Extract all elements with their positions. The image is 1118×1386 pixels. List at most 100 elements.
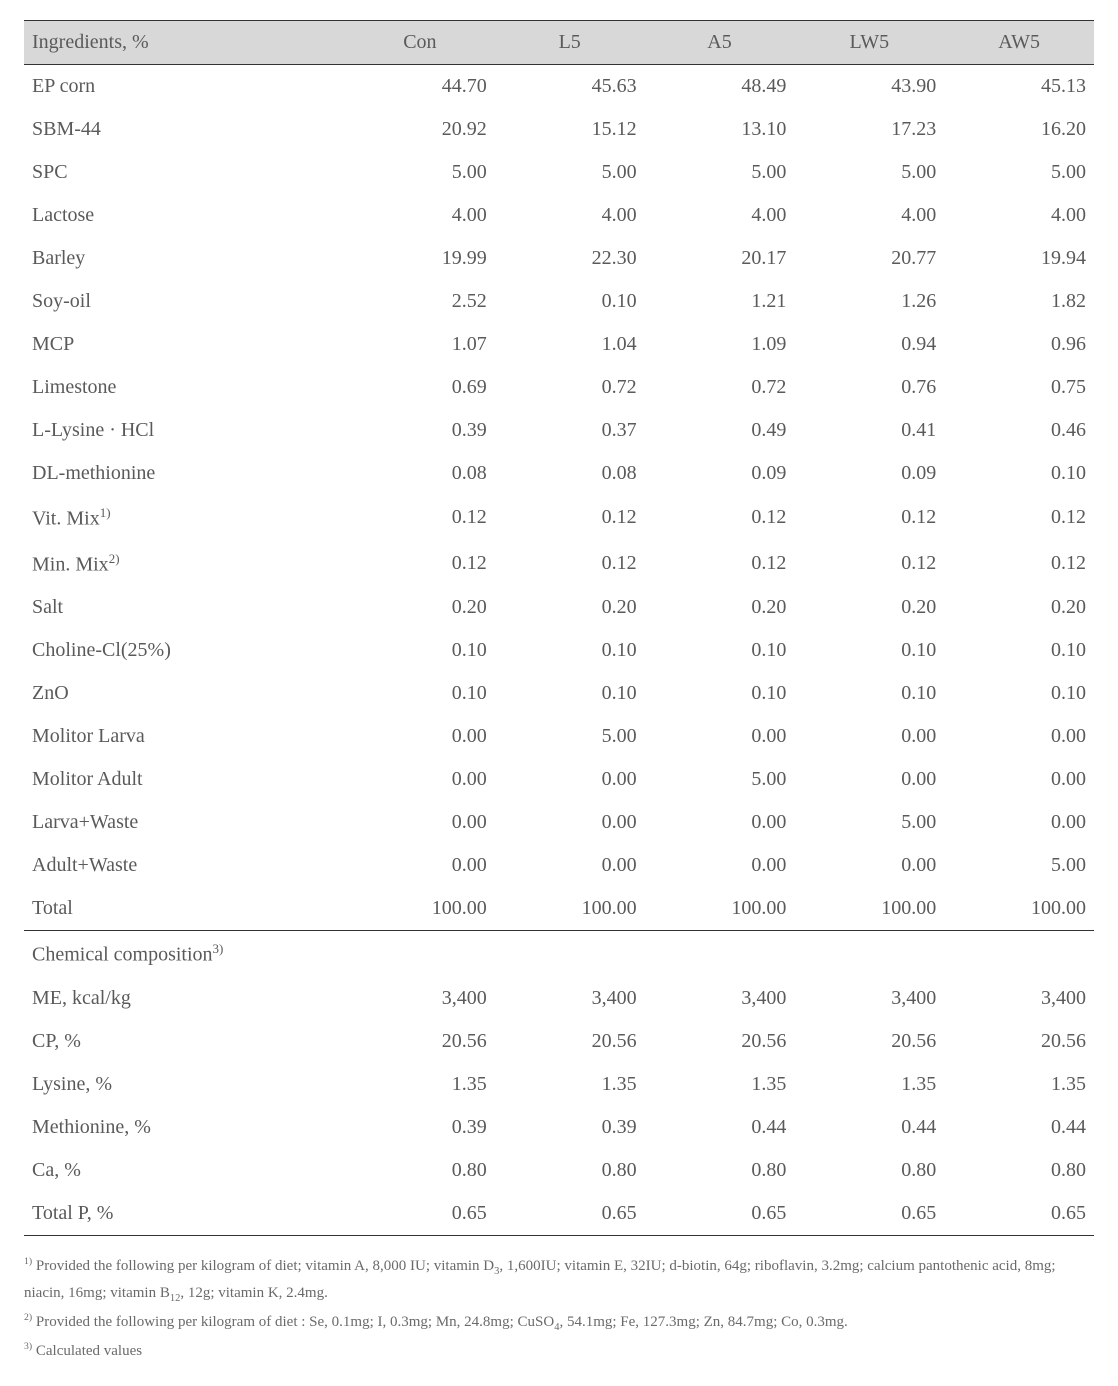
table-row: Ca, %0.800.800.800.800.80 [24, 1149, 1094, 1192]
cell-l5: 22.30 [495, 237, 645, 280]
cell-con: 0.80 [345, 1149, 495, 1192]
row-label-text: Barley [32, 247, 85, 269]
cell-con: 0.65 [345, 1192, 495, 1236]
cell-aw5: 1.35 [944, 1063, 1094, 1106]
cell-a5: 0.12 [645, 541, 795, 587]
cell-con: 0.12 [345, 541, 495, 587]
footnote-1: 1) Provided the following per kilogram o… [24, 1254, 1094, 1308]
row-label-text: Ca, % [32, 1159, 81, 1181]
row-label-text: Total P, % [32, 1202, 113, 1224]
cell-lw5: 5.00 [794, 801, 944, 844]
row-label: ZnO [24, 672, 345, 715]
cell-lw5: 0.12 [794, 541, 944, 587]
footnote-3: 3) Calculated values [24, 1339, 1094, 1365]
cell-a5: 0.00 [645, 801, 795, 844]
cell-a5: 0.20 [645, 586, 795, 629]
row-label: DL-methionine [24, 452, 345, 495]
cell-l5: 3,400 [495, 977, 645, 1020]
table-header-row: Ingredients, % Con L5 A5 LW5 AW5 [24, 21, 1094, 65]
row-label: CP, % [24, 1020, 345, 1063]
cell-con: 20.56 [345, 1020, 495, 1063]
table-row: ME, kcal/kg3,4003,4003,4003,4003,400 [24, 977, 1094, 1020]
cell-l5: 20.56 [495, 1020, 645, 1063]
cell-l5: 0.10 [495, 280, 645, 323]
row-label: Salt [24, 586, 345, 629]
cell-lw5: 0.00 [794, 758, 944, 801]
cell-l5: 0.00 [495, 758, 645, 801]
table-row: Vit. Mix1)0.120.120.120.120.12 [24, 495, 1094, 541]
cell-aw5: 1.82 [944, 280, 1094, 323]
cell-a5: 0.10 [645, 629, 795, 672]
table-row: DL-methionine0.080.080.090.090.10 [24, 452, 1094, 495]
cell-aw5: 0.12 [944, 541, 1094, 587]
cell-a5: 0.80 [645, 1149, 795, 1192]
row-label-text: Limestone [32, 376, 116, 398]
table-row: Limestone0.690.720.720.760.75 [24, 366, 1094, 409]
row-label: Methionine, % [24, 1106, 345, 1149]
cell-a5: 0.10 [645, 672, 795, 715]
cell-lw5: 0.10 [794, 629, 944, 672]
row-label-text: L-Lysine · HCl [32, 419, 154, 441]
cell-aw5: 0.10 [944, 452, 1094, 495]
cell-a5: 0.49 [645, 409, 795, 452]
table-row: EP corn44.7045.6348.4943.9045.13 [24, 65, 1094, 109]
cell-aw5: 0.00 [944, 801, 1094, 844]
footnote-2-text: Provided the following per kilogram of d… [32, 1314, 554, 1330]
cell-a5: 5.00 [645, 151, 795, 194]
cell-lw5: 0.20 [794, 586, 944, 629]
cell-a5: 20.56 [645, 1020, 795, 1063]
row-label-text: Molitor Adult [32, 768, 143, 790]
composition-header-row: Chemical composition3) [24, 931, 1094, 977]
cell-con: 44.70 [345, 65, 495, 109]
cell-aw5: 5.00 [944, 844, 1094, 887]
row-label-text: Lysine, % [32, 1073, 112, 1095]
row-label: Min. Mix2) [24, 541, 345, 587]
cell-aw5: 0.00 [944, 758, 1094, 801]
cell-lw5: 43.90 [794, 65, 944, 109]
col-header-aw5: AW5 [944, 21, 1094, 65]
cell-lw5: 0.94 [794, 323, 944, 366]
row-label-text: MCP [32, 333, 74, 355]
cell-lw5: 0.10 [794, 672, 944, 715]
cell-l5: 0.39 [495, 1106, 645, 1149]
cell-lw5: 0.76 [794, 366, 944, 409]
row-label-text: SBM-44 [32, 118, 101, 140]
cell-l5: 0.37 [495, 409, 645, 452]
col-header-l5: L5 [495, 21, 645, 65]
cell-aw5: 45.13 [944, 65, 1094, 109]
cell-a5: 100.00 [645, 887, 795, 931]
cell-aw5: 3,400 [944, 977, 1094, 1020]
cell-lw5: 17.23 [794, 108, 944, 151]
row-label-sup: 2) [109, 551, 120, 566]
cell-aw5: 5.00 [944, 151, 1094, 194]
cell-con: 0.00 [345, 758, 495, 801]
row-label: Larva+Waste [24, 801, 345, 844]
row-label-text: CP, % [32, 1030, 81, 1052]
table-row: Min. Mix2)0.120.120.120.120.12 [24, 541, 1094, 587]
cell-con: 20.92 [345, 108, 495, 151]
table-row: Barley19.9922.3020.1720.7719.94 [24, 237, 1094, 280]
cell-con: 0.10 [345, 672, 495, 715]
footnote-1-sup: 1) [24, 1256, 32, 1267]
row-label-text: Lactose [32, 204, 94, 226]
cell-l5: 1.35 [495, 1063, 645, 1106]
cell-l5: 0.20 [495, 586, 645, 629]
footnote-3-sup: 3) [24, 1341, 32, 1352]
cell-a5: 0.12 [645, 495, 795, 541]
cell-lw5: 0.41 [794, 409, 944, 452]
cell-aw5: 0.65 [944, 1192, 1094, 1236]
cell-l5: 100.00 [495, 887, 645, 931]
table-row: Salt0.200.200.200.200.20 [24, 586, 1094, 629]
cell-l5: 5.00 [495, 715, 645, 758]
cell-a5: 13.10 [645, 108, 795, 151]
cell-lw5: 5.00 [794, 151, 944, 194]
cell-l5: 0.12 [495, 495, 645, 541]
footnote-1-text3: , 12g; vitamin K, 2.4mg. [180, 1285, 328, 1301]
row-label-text: Larva+Waste [32, 811, 138, 833]
cell-lw5: 4.00 [794, 194, 944, 237]
row-label: Lactose [24, 194, 345, 237]
cell-con: 3,400 [345, 977, 495, 1020]
cell-l5: 4.00 [495, 194, 645, 237]
cell-con: 0.00 [345, 715, 495, 758]
row-label: Total [24, 887, 345, 931]
